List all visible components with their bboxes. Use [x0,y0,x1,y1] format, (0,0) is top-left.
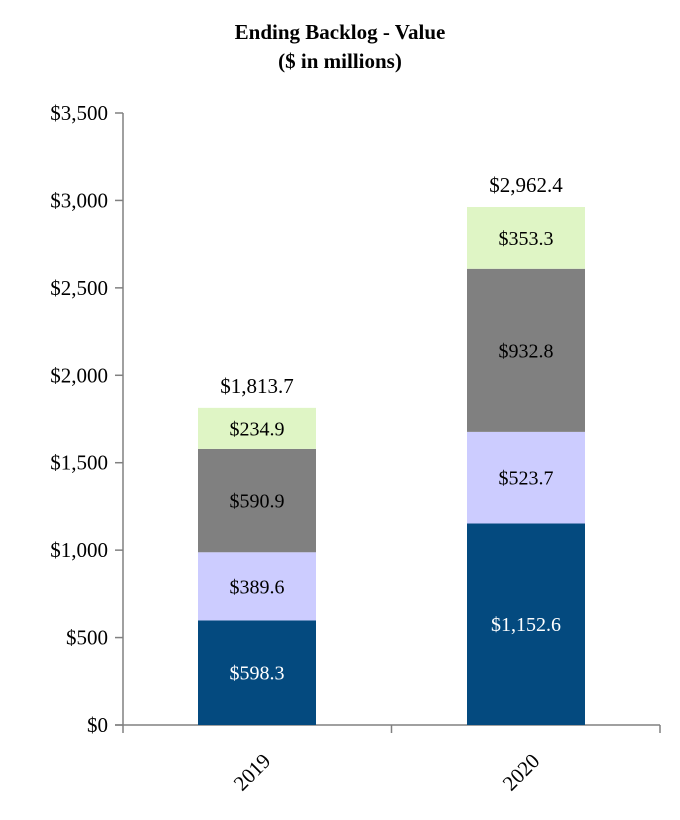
bar-segment [467,207,585,269]
chart-subtitle: ($ in millions) [278,49,402,73]
y-tick-label: $1,500 [50,451,108,475]
bar-segment [198,407,316,449]
y-tick-label: $2,000 [50,363,108,387]
data-label: $1,152.6 [491,614,561,636]
bar-segment [198,552,316,621]
bar-segment [467,268,585,432]
y-tick-label: $3,500 [50,101,108,125]
x-tick-label: 2020 [498,749,545,796]
data-label: $590.9 [230,491,285,513]
bar-segment [198,448,316,553]
chart-title-block: Ending Backlog - Value ($ in millions) [0,18,680,76]
y-tick-label: $1,000 [50,538,108,562]
y-tick-label: $3,000 [50,188,108,212]
data-label: $523.7 [499,468,554,490]
data-label: $598.3 [230,663,285,685]
total-label: $1,813.7 [220,374,294,398]
bar-segment [467,431,585,524]
y-tick-label: $2,500 [50,276,108,300]
data-label: $389.6 [230,576,285,598]
bar-segment [198,620,316,725]
chart-title: Ending Backlog - Value [234,20,446,44]
total-label: $2,962.4 [489,173,563,197]
y-tick-label: $500 [66,626,108,650]
y-tick-label: $0 [87,713,108,737]
bar-segment [467,523,585,725]
data-label: $353.3 [499,228,554,250]
data-label: $234.9 [230,418,285,440]
data-label: $932.8 [499,340,554,362]
x-tick-label: 2019 [229,749,276,796]
